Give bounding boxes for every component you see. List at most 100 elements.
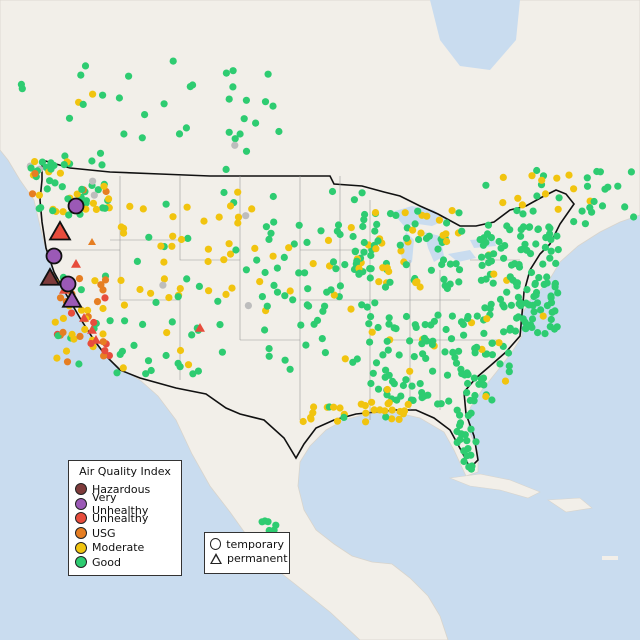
monitor-marker	[418, 340, 426, 348]
monitor-marker	[65, 211, 73, 219]
monitor-marker	[447, 335, 456, 343]
monitor-marker	[451, 353, 459, 362]
legend-item-temporary: temporary	[210, 537, 284, 552]
monitor-marker	[530, 308, 538, 316]
monitor-marker	[370, 406, 378, 414]
monitor-marker	[397, 247, 405, 255]
monitor-marker	[218, 348, 226, 356]
monitor-marker	[488, 396, 496, 404]
very-unhealthy-swatch	[75, 497, 87, 510]
monitor-marker	[175, 130, 184, 138]
monitor-marker	[382, 366, 390, 374]
monitor-marker	[62, 347, 71, 355]
monitor-marker	[581, 220, 590, 228]
monitor-marker	[479, 241, 487, 249]
monitor-marker	[455, 278, 463, 286]
monitor-type-legend: temporary permanent	[204, 532, 290, 574]
monitor-marker	[295, 221, 303, 229]
triangle-icon	[210, 553, 222, 565]
monitor-marker	[501, 377, 510, 385]
monitor-marker	[495, 339, 503, 347]
monitor-marker	[139, 205, 147, 213]
monitor-marker	[379, 351, 387, 359]
monitor-marker	[621, 203, 629, 211]
monitor-marker	[464, 412, 472, 420]
monitor-marker	[534, 329, 542, 337]
monitor-marker	[408, 382, 416, 390]
monitor-marker	[548, 308, 556, 316]
monitor-marker	[160, 258, 168, 266]
monitor-marker	[446, 260, 454, 268]
monitor-marker	[383, 385, 391, 394]
hispaniola	[547, 497, 593, 513]
monitor-marker	[519, 210, 527, 218]
monitor-marker	[416, 283, 424, 291]
monitor-marker	[443, 237, 451, 246]
monitor-marker	[101, 276, 110, 284]
monitor-marker	[56, 169, 64, 177]
monitor-marker	[31, 170, 39, 178]
monitor-marker	[289, 296, 297, 304]
monitor-marker	[94, 186, 102, 194]
monitor-marker	[500, 303, 508, 311]
monitor-marker	[299, 417, 307, 426]
monitor-marker	[302, 341, 310, 349]
monitor-marker	[157, 242, 165, 250]
monitor-marker	[553, 232, 561, 240]
monitor-marker	[216, 321, 224, 329]
permanent-monitor-marker	[195, 323, 205, 332]
monitor-marker	[485, 259, 493, 267]
monitor-marker	[565, 171, 573, 179]
monitor-marker	[481, 304, 489, 312]
monitor-marker	[75, 275, 84, 283]
monitor-marker	[234, 188, 242, 196]
monitor-marker	[480, 329, 488, 337]
monitor-marker	[420, 334, 429, 342]
monitor-marker	[51, 318, 59, 326]
monitor-marker	[385, 267, 393, 276]
monitor-marker	[630, 213, 638, 221]
monitor-marker	[78, 185, 86, 193]
monitor-marker	[427, 321, 435, 329]
monitor-marker	[286, 365, 294, 373]
monitor-marker	[280, 253, 288, 261]
monitor-marker	[305, 302, 313, 310]
monitor-marker	[269, 252, 277, 260]
monitor-marker	[77, 286, 85, 294]
monitor-marker	[366, 274, 374, 282]
monitor-marker	[30, 158, 39, 166]
monitor-marker	[371, 299, 379, 307]
monitor-marker	[168, 242, 176, 250]
monitor-marker	[163, 329, 171, 337]
monitor-marker	[330, 403, 338, 411]
monitor-marker	[229, 67, 237, 75]
monitor-marker	[473, 343, 481, 351]
monitor-marker	[329, 258, 338, 266]
monitor-marker	[258, 293, 266, 301]
monitor-marker	[77, 71, 85, 79]
monitor-marker	[541, 243, 550, 251]
monitor-marker	[519, 245, 528, 253]
monitor-marker	[473, 312, 481, 320]
monitor-marker	[99, 304, 107, 313]
monitor-marker	[375, 278, 383, 286]
monitor-marker	[333, 417, 342, 425]
monitor-marker	[92, 205, 100, 213]
monitor-marker	[336, 404, 344, 412]
monitor-marker	[499, 173, 507, 181]
monitor-marker	[371, 227, 379, 235]
monitor-marker	[281, 292, 289, 300]
monitor-marker	[242, 212, 250, 220]
monitor-marker	[397, 392, 405, 400]
very-unhealthy-temporary-marker	[45, 247, 63, 265]
puerto-rico	[602, 556, 618, 560]
monitor-marker	[82, 197, 90, 205]
monitor-marker	[463, 314, 472, 323]
monitor-marker	[251, 244, 259, 252]
monitor-marker	[509, 276, 517, 284]
monitor-marker	[382, 413, 390, 421]
monitor-marker	[372, 245, 380, 253]
monitor-marker	[89, 177, 97, 185]
monitor-marker	[304, 285, 312, 293]
monitor-marker	[189, 370, 197, 378]
